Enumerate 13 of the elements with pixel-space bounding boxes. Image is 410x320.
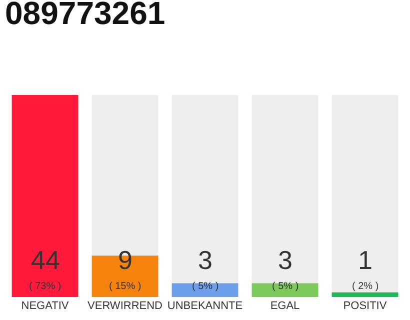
chart-title: 089773261: [5, 0, 166, 31]
x-tick-label: POSITIV: [343, 300, 388, 312]
x-tick-label: VERWIRREND: [88, 300, 163, 312]
bar: [252, 283, 318, 297]
data-label: 3 ( 5% ): [192, 245, 219, 292]
bar: [172, 283, 238, 297]
bar: [332, 292, 398, 297]
x-tick-label: EGAL: [270, 300, 300, 312]
x-tick-label: UNBEKANNTE: [167, 300, 243, 312]
x-tick-label: NEGATIV: [21, 300, 70, 312]
data-label: 1 ( 2% ): [352, 245, 379, 292]
data-label: 44 ( 73% ): [29, 245, 62, 292]
data-label: 3 ( 5% ): [272, 245, 299, 292]
